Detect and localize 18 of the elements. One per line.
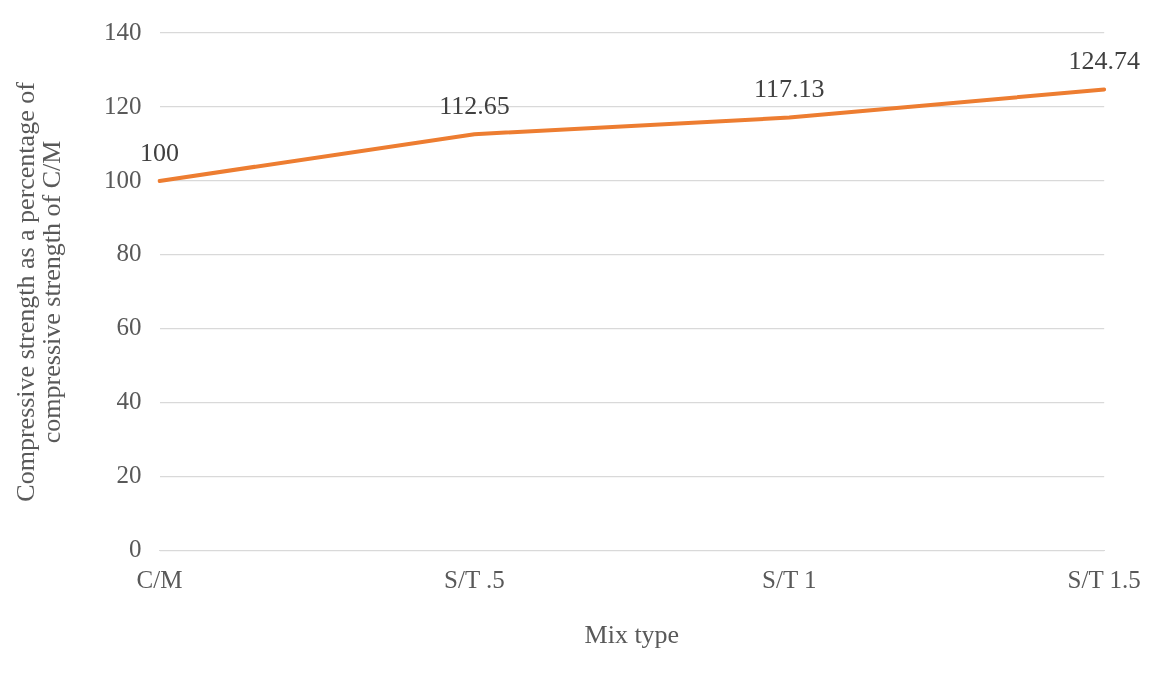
x-tick-label: S/T 1 (762, 566, 817, 594)
y-tick-label: 60 (116, 313, 142, 341)
y-tick-label: 120 (104, 91, 142, 119)
x-tick-label: C/M (136, 566, 183, 594)
x-tick-label: S/T .5 (444, 566, 505, 594)
y-tick-label: 100 (104, 165, 142, 193)
y-axis-title: Compressive strength as a percentage of compressive strength of C/M (10, 81, 66, 502)
x-tick-label: S/T 1.5 (1067, 566, 1141, 594)
y-tick-label: 80 (116, 239, 142, 267)
y-tick-label: 40 (116, 387, 142, 415)
data-label: 117.13 (754, 74, 825, 104)
data-label: 100 (140, 137, 179, 167)
data-label: 124.74 (1068, 46, 1140, 76)
y-tick-label: 0 (129, 535, 142, 563)
x-axis-title: Mix type (584, 620, 680, 650)
data-label: 112.65 (439, 90, 510, 120)
y-tick-label: 140 (104, 17, 142, 45)
y-tick-label: 20 (116, 461, 142, 489)
